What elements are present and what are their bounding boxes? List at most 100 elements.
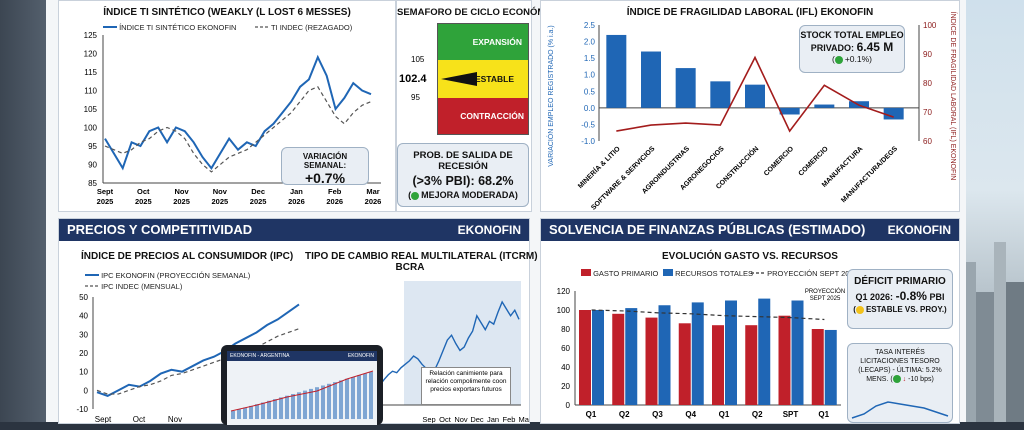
laptop-bar (315, 387, 319, 419)
precios-brand: EKONOFIN (457, 223, 521, 237)
laptop: EKONOFIN - ARGENTINA EKONOFIN (221, 345, 383, 425)
prob-line2: (>3% PBI): 68.2% (412, 174, 514, 188)
ti-x-tick: Nov (174, 187, 189, 196)
precios-panel: PRECIOS Y COMPETITIVIDAD EKONOFIN ÍNDICE… (58, 218, 538, 425)
ifl-ylabel-right: ÍNDICE DE FRAGILIDAD LABORAL (IFL) EKONO… (949, 12, 958, 181)
tcr-x-tick: Nov (454, 415, 468, 423)
ti-x-tick: Mar (366, 187, 379, 196)
ifl-bar (779, 107, 800, 115)
laptop-bar (291, 394, 295, 419)
ifl-bar (710, 81, 731, 108)
laptop-bar (357, 375, 361, 419)
ifl-y-tick: -1.0 (581, 137, 595, 146)
ti-variation-value: +0.7% (304, 170, 346, 186)
recession-prob-box: PROB. DE SALIDA DE RECESIÓN (>3% PBI): 6… (397, 143, 529, 207)
laptop-bar (297, 392, 301, 419)
solv-bar-recursos (725, 300, 737, 405)
solv-bar-recursos (592, 310, 604, 405)
solv-x-tick: Q2 (619, 410, 630, 419)
semaforo-value: 102.4 (399, 73, 427, 85)
laptop-screen: EKONOFIN - ARGENTINA EKONOFIN (227, 351, 377, 425)
ti-x-tick-year: 2025 (135, 197, 152, 206)
solv-bar-gasto (612, 313, 625, 405)
down-arrow-icon: ↓ (902, 376, 907, 383)
semaforo-panel: SEMAFORO DE CICLO ECONÓMICO EXPANSIÓN ES… (396, 0, 563, 212)
solv-x-tick: Q1 (719, 410, 730, 419)
tcr-x-tick: Jan (487, 415, 499, 423)
laptop-bar (279, 397, 283, 419)
ti-series-indec (104, 86, 372, 173)
solvencia-panel: SOLVENCIA DE FINANZAS PÚBLICAS (ESTIMADO… (540, 218, 960, 424)
ipc-y-tick: 30 (79, 330, 88, 339)
ifl-bar (814, 104, 835, 108)
ti-series-ekonofin (104, 54, 372, 171)
stock-change: (+0.1%) (831, 54, 872, 64)
solv-x-tick: Q1 (818, 410, 829, 419)
ifl-x-label: SOFTWARE & SERVICIOS (590, 145, 656, 211)
laptop-bar (261, 402, 265, 419)
ti-x-tick-year: 2026 (288, 197, 305, 206)
solv-y-tick: 0 (566, 401, 571, 410)
ipc-legend-a: IPC EKONOFIN (PROYECCIÓN SEMANAL) (85, 271, 251, 280)
ipc-y-tick: 20 (79, 349, 88, 358)
ti-x-tick: Feb (328, 187, 342, 196)
ifl-title: ÍNDICE DE FRAGILIDAD LABORAL (IFL) EKONO… (626, 7, 874, 18)
semaforo-tick-95: 95 (411, 93, 420, 102)
laptop-bar (345, 378, 349, 419)
solv-x-tick: Q2 (752, 410, 763, 419)
solvencia-title: EVOLUCIÓN GASTO VS. RECURSOS (662, 251, 838, 262)
ifl-y-tick: -0.5 (581, 120, 595, 129)
solv-y-tick: 20 (561, 382, 570, 391)
tasa-box: TASA INTERÉS LICITACIONES TESORO (LECAPS… (847, 343, 953, 423)
ti-x-tick-year: 2025 (173, 197, 190, 206)
ipc-y-tick: 50 (79, 293, 88, 302)
tcr-x-tick: Dec (470, 415, 484, 423)
solv-legend-b: RECURSOS TOTALES (663, 269, 753, 278)
solv-bar-recursos (791, 300, 804, 405)
solv-legend-a: GASTO PRIMARIO (581, 269, 658, 278)
ifl-bar-chart: VARIACIÓN EMPLEO REGISTRADO (% i.a.) ÍND… (546, 12, 958, 211)
stock-green-dot-icon (834, 55, 843, 64)
solv-bar-gasto (745, 325, 758, 405)
traffic-light: EXPANSIÓN ESTABLE CONTRACCIÓN (437, 23, 529, 135)
laptop-bar (327, 383, 331, 419)
ifl-y2-tick: 80 (923, 79, 932, 88)
tasa-green-dot-icon (892, 375, 901, 384)
ti-y-tick: 120 (84, 50, 98, 59)
laptop-bar (369, 371, 373, 419)
solv-bar-gasto (579, 310, 591, 405)
ti-y-tick: 105 (84, 105, 98, 114)
ti-x-tick: Sept (97, 187, 114, 196)
tcr-x-tick: Sep (422, 415, 435, 423)
laptop-bar (273, 399, 277, 419)
ti-chart-title: ÍNDICE TI SINTÉTICO (WEAKLY (L LOST 6 ME… (103, 7, 351, 18)
solv-bar-recursos (658, 305, 671, 405)
ifl-y2-tick: 70 (923, 108, 932, 117)
solv-x-tick: Q4 (685, 410, 696, 419)
ifl-ylabel-left: VARIACIÓN EMPLEO REGISTRADO (% i.a.) (546, 25, 555, 166)
laptop-bar (363, 373, 367, 419)
ifl-bar (606, 34, 627, 108)
prob-line1: PROB. DE SALIDA DE RECESIÓN (413, 150, 513, 172)
solv-x-tick: Q1 (586, 410, 597, 419)
solv-bar-gasto (778, 315, 791, 405)
tasa-mini-chart (851, 401, 949, 419)
status-green-dot-icon (411, 191, 420, 200)
ti-y-tick: 95 (88, 142, 97, 151)
ipc-legend-b: IPC INDEC (MENSUAL) (85, 282, 183, 291)
tasa-text: TASA INTERÉS LICITACIONES TESORO (LECAPS… (858, 349, 942, 384)
ifl-y-tick: 0.5 (584, 87, 596, 96)
tcr-x-tick: Mar (519, 415, 529, 423)
semaforo-title: SEMAFORO DE CICLO ECONÓMICO (397, 7, 563, 18)
tcr-series (362, 300, 520, 393)
ifl-y2-tick: 60 (923, 137, 932, 146)
semaforo-pointer-icon (441, 72, 477, 86)
ti-x-tick-year: 2026 (326, 197, 343, 206)
deficit-status: (ESTABLE VS. PROY.) (853, 305, 947, 314)
laptop-bar (249, 405, 253, 419)
ifl-y2-tick: 90 (923, 50, 932, 59)
solv-proj-line (591, 309, 825, 321)
laptop-bar (231, 411, 235, 419)
solv-x-tick: Q3 (652, 410, 663, 419)
zone-contraccion: CONTRACCIÓN (438, 98, 528, 134)
